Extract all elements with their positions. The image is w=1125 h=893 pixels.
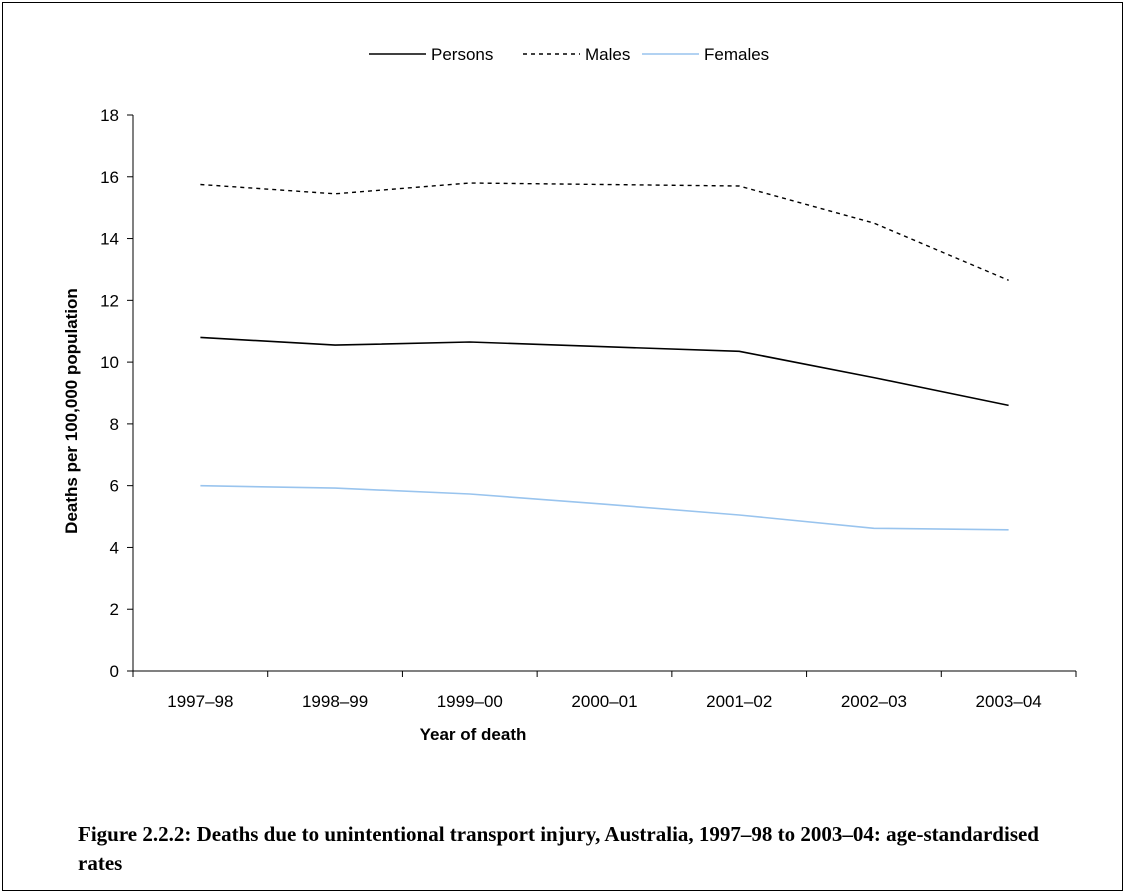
y-tick-label: 12 (100, 291, 119, 310)
y-tick-label: 16 (100, 168, 119, 187)
y-axis-title: Deaths per 100,000 population (62, 288, 81, 534)
y-tick-label: 18 (100, 106, 119, 125)
y-tick-label: 6 (110, 477, 119, 496)
legend-label-persons: Persons (431, 45, 493, 64)
x-tick-label: 1999–00 (437, 692, 503, 711)
x-tick-label: 2001–02 (706, 692, 772, 711)
x-tick-label: 2003–04 (976, 692, 1042, 711)
x-tick-label: 2000–01 (571, 692, 637, 711)
y-tick-label: 14 (100, 230, 119, 249)
y-tick-label: 10 (100, 353, 119, 372)
x-tick-label: 2002–03 (841, 692, 907, 711)
series-line-males (200, 182, 1009, 281)
series-lines (200, 182, 1009, 531)
line-chart: Persons Males Females 0 2 4 6 8 10 12 14 16 18 1997–… (62, 45, 1077, 744)
y-tick-label: 2 (110, 600, 119, 619)
legend-label-males: Males (585, 45, 630, 64)
axes: 0 2 4 6 8 10 12 14 16 18 1997–98 1998–99 1999–00 2000… (100, 106, 1077, 711)
series-line-females (200, 484, 1009, 531)
figure-caption: Figure 2.2.2: Deaths due to unintentiona… (78, 822, 1039, 875)
x-tick-label: 1998–99 (302, 692, 368, 711)
x-tick-label: 1997–98 (167, 692, 233, 711)
legend: Persons Males Females (369, 45, 769, 64)
y-tick-label: 8 (110, 415, 119, 434)
y-tick-label: 0 (110, 662, 119, 681)
x-axis-title: Year of death (420, 725, 527, 744)
legend-label-females: Females (704, 45, 769, 64)
y-tick-label: 4 (110, 538, 119, 557)
series-line-persons (200, 336, 1009, 407)
